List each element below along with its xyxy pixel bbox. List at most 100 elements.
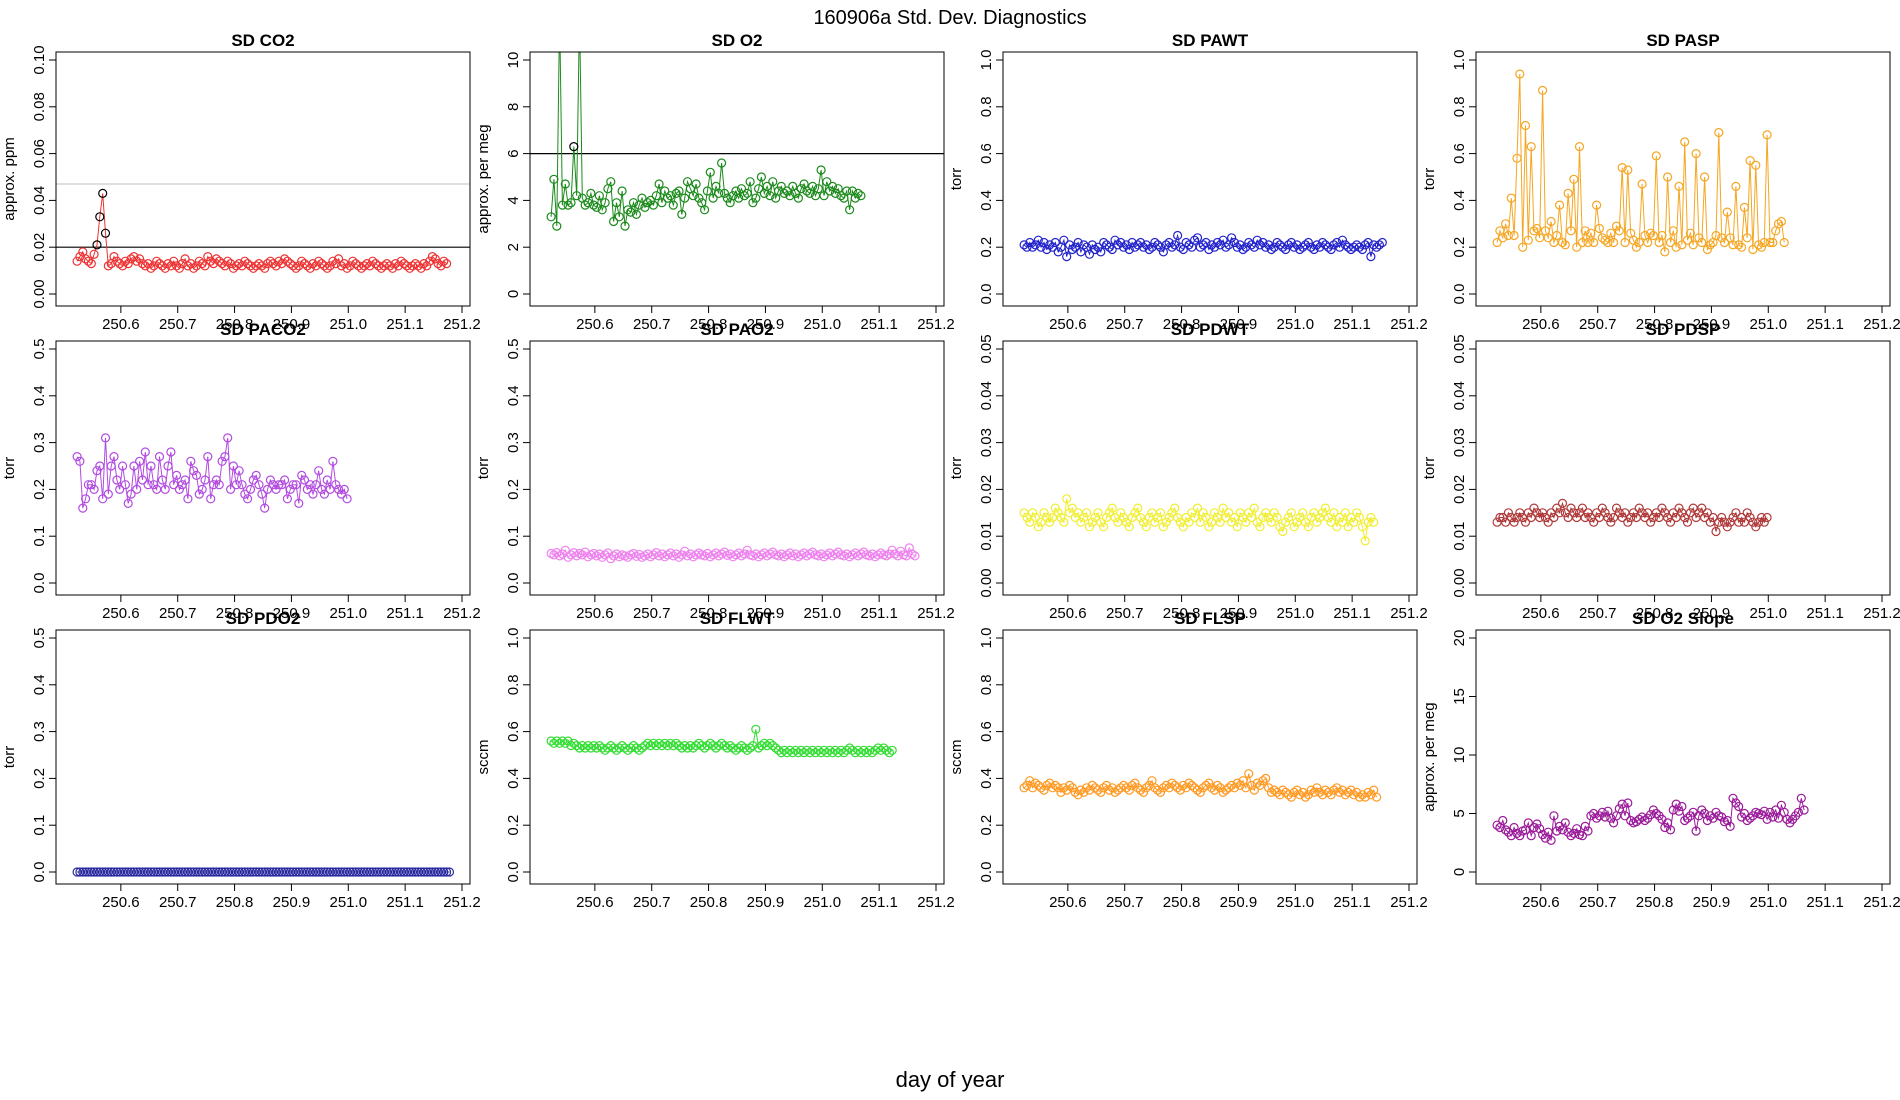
data-point (844, 205, 855, 215)
y-tick-label: 0.2 (978, 237, 995, 258)
data-point (1728, 793, 1738, 803)
data-point (751, 193, 761, 203)
data-point (407, 867, 418, 877)
data-point (861, 748, 872, 758)
data-point (208, 480, 219, 490)
data-point (135, 456, 145, 466)
data-point (439, 867, 449, 877)
data-point (1500, 219, 1511, 229)
x-tick-label: 250.8 (216, 316, 254, 333)
data-point (830, 188, 841, 198)
data-point (799, 748, 809, 758)
data-point (1127, 780, 1137, 791)
x-tick-label: 251.0 (1750, 894, 1788, 911)
data-point (728, 743, 738, 753)
data-point (839, 748, 849, 758)
data-point (1674, 181, 1684, 191)
data-point (1677, 240, 1687, 250)
y-tick-label: 1.0 (1451, 50, 1468, 71)
data-point (594, 191, 605, 201)
data-point (80, 494, 91, 504)
data-point (722, 743, 732, 753)
data-point (1739, 202, 1750, 212)
data-point (1614, 804, 1624, 814)
data-point (1266, 244, 1277, 255)
data-point (1756, 242, 1767, 252)
data-point (1597, 233, 1607, 243)
data-point (1045, 778, 1055, 788)
data-point (842, 745, 852, 755)
data-point (608, 551, 619, 561)
data-point (628, 740, 639, 751)
data-point (645, 195, 656, 205)
data-point (200, 475, 210, 485)
data-point (640, 740, 650, 751)
data-point (1263, 783, 1274, 793)
data-point (152, 256, 162, 266)
data-point (1643, 508, 1653, 518)
data-point (682, 743, 693, 753)
data-point (109, 252, 119, 262)
data-point (1269, 508, 1279, 518)
data-point (640, 551, 650, 561)
data-point (163, 461, 173, 471)
data-point (1366, 252, 1376, 262)
data-point (705, 738, 715, 748)
data-point (1731, 508, 1741, 518)
data-point (1691, 826, 1701, 836)
data-point (1300, 240, 1311, 250)
data-point (847, 745, 858, 755)
x-tick-label: 251.0 (1750, 316, 1788, 333)
data-point (217, 456, 227, 466)
data-point (566, 198, 576, 208)
data-point (1699, 172, 1710, 182)
data-point (1717, 512, 1727, 523)
data-point (1101, 780, 1112, 791)
x-tick-label: 250.6 (102, 605, 140, 622)
data-point (1608, 237, 1619, 248)
data-point (816, 165, 826, 175)
data-point (1614, 226, 1624, 236)
data-point (342, 867, 352, 877)
data-point (691, 550, 701, 560)
y-tick-label: 0.4 (505, 768, 522, 789)
data-point (194, 256, 204, 266)
data-point (95, 212, 105, 222)
data-point (1660, 247, 1670, 257)
data-point (1221, 785, 1231, 795)
y-axis-label: torr (948, 168, 965, 191)
data-point (169, 867, 179, 877)
x-tick-label: 251.2 (917, 894, 955, 911)
data-point (427, 252, 437, 262)
data-point (1626, 512, 1636, 523)
data-point (1492, 237, 1502, 248)
data-point (163, 259, 173, 269)
data-point (1235, 780, 1245, 791)
data-point (694, 193, 704, 203)
data-point (549, 174, 559, 184)
data-point (183, 494, 193, 504)
data-point (1099, 522, 1109, 532)
data-point (1155, 242, 1166, 252)
data-point (742, 745, 752, 755)
data-point (790, 745, 801, 755)
data-point (1309, 244, 1319, 255)
data-point (662, 740, 673, 751)
x-tick-label: 250.8 (216, 605, 254, 622)
data-point (282, 256, 292, 266)
data-point (685, 740, 696, 751)
x-tick-label: 251.2 (1863, 894, 1900, 911)
data-point (671, 188, 681, 198)
data-point (1130, 508, 1140, 518)
x-tick-label: 251.2 (917, 316, 955, 333)
y-tick-label: 1.0 (978, 628, 995, 649)
data-point (1702, 244, 1713, 255)
figure-title: 160906a Std. Dev. Diagnostics (813, 7, 1086, 29)
data-point (668, 740, 678, 751)
data-point (665, 738, 676, 748)
data-point (779, 188, 789, 198)
data-point (1552, 826, 1562, 836)
data-point (748, 551, 758, 561)
data-point (371, 259, 381, 269)
data-point (342, 494, 352, 504)
